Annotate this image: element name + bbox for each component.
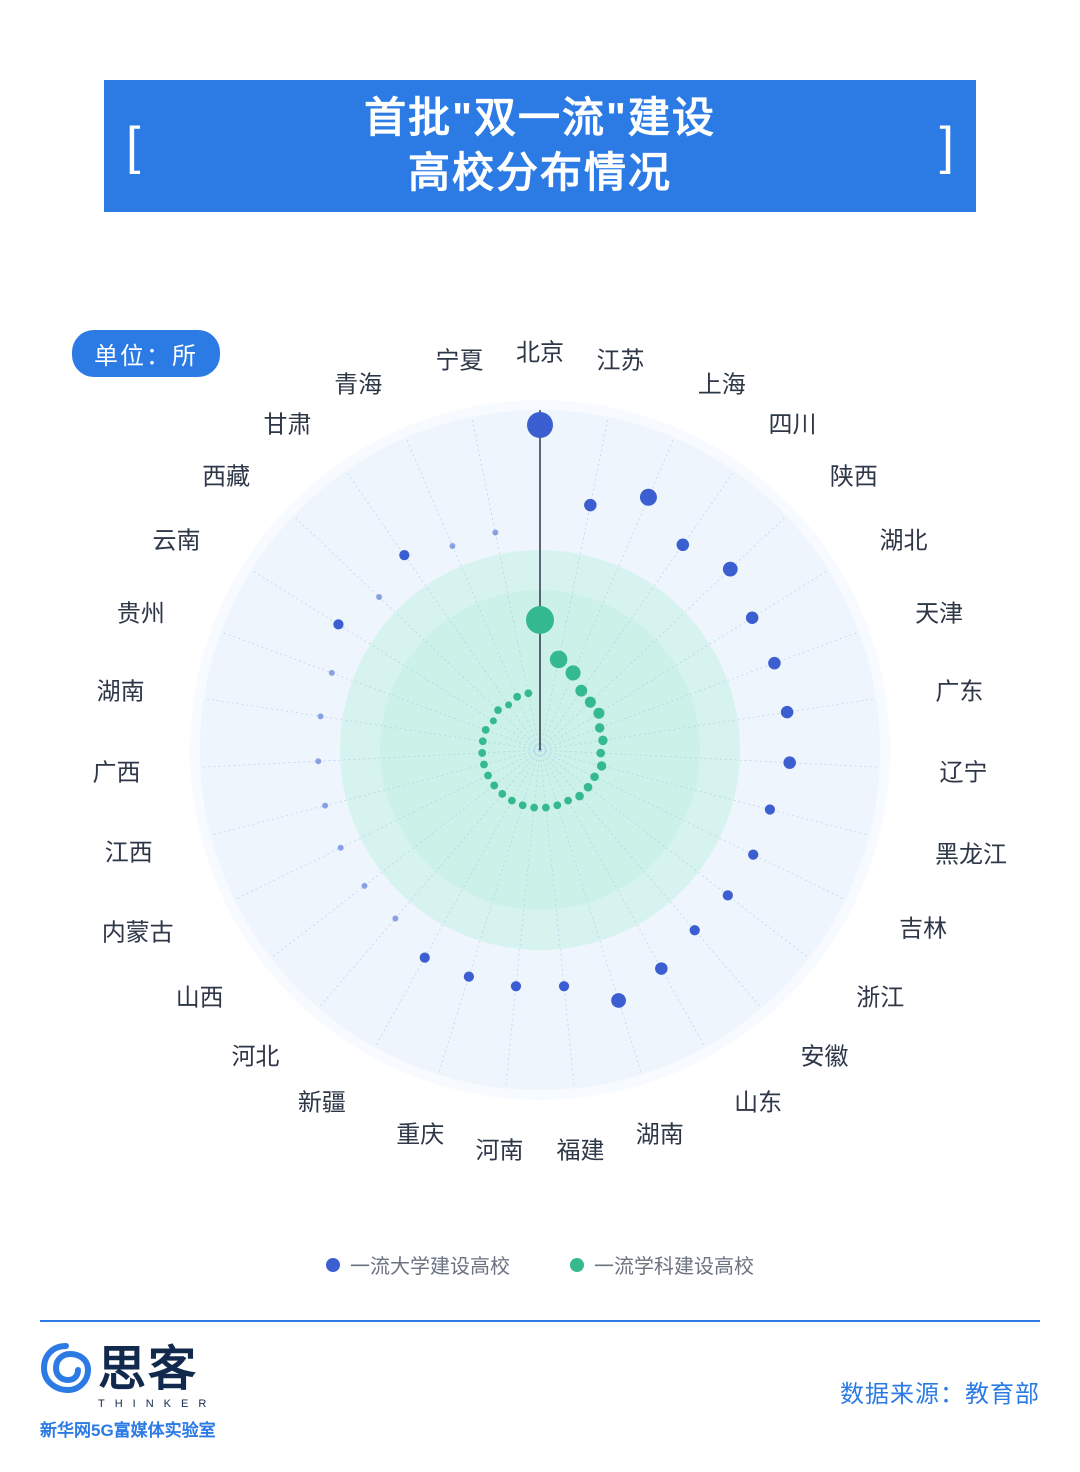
- province-label: 广东: [935, 672, 983, 707]
- province-label: 北京: [516, 333, 564, 368]
- province-label: 安徽: [801, 1036, 849, 1071]
- province-label: 青海: [334, 365, 382, 400]
- title-bar: [ 首批"双一流"建设 高校分布情况 ]: [104, 80, 976, 212]
- province-label: 贵州: [117, 594, 165, 629]
- logo-cn: 思客: [98, 1346, 198, 1394]
- legend: 一流大学建设高校 一流学科建设高校: [0, 1250, 1080, 1279]
- province-label: 黑龙江: [935, 835, 1007, 870]
- province-label: 浙江: [856, 977, 904, 1012]
- province-label: 湖南: [636, 1114, 684, 1149]
- province-label: 江苏: [597, 341, 645, 376]
- legend-dot-icon: [570, 1258, 584, 1272]
- province-label: 上海: [698, 365, 746, 400]
- province-label: 重庆: [396, 1114, 444, 1149]
- province-label: 新疆: [298, 1082, 346, 1117]
- bracket-right-icon: ]: [940, 120, 954, 172]
- province-label: 天津: [915, 594, 963, 629]
- legend-item-blue: 一流大学建设高校: [326, 1250, 510, 1279]
- logo-en: THINKER: [98, 1398, 216, 1410]
- province-label: 山东: [734, 1082, 782, 1117]
- title-line2: 高校分布情况: [408, 149, 672, 196]
- province-label: 辽宁: [939, 753, 987, 788]
- footer-divider: [40, 1320, 1040, 1322]
- title-line1: 首批"双一流"建设: [364, 94, 716, 141]
- province-label: 湖南: [97, 672, 145, 707]
- legend-dot-icon: [326, 1258, 340, 1272]
- province-label: 湖北: [879, 521, 927, 556]
- province-label: 西藏: [202, 457, 250, 492]
- province-label: 广西: [93, 753, 141, 788]
- page-title: 首批"双一流"建设 高校分布情况: [364, 91, 716, 200]
- logo-swirl-icon: [40, 1342, 92, 1394]
- province-label: 江西: [105, 833, 153, 868]
- province-label: 宁夏: [435, 341, 483, 376]
- province-label: 甘肃: [263, 404, 311, 439]
- bracket-left-icon: [: [126, 120, 140, 172]
- province-label: 福建: [556, 1130, 604, 1165]
- province-label: 山西: [176, 977, 224, 1012]
- province-label: 内蒙古: [102, 912, 174, 947]
- footer: 思客 THINKER 新华网5G富媒体实验室 数据来源：教育部: [40, 1336, 1040, 1446]
- legend-item-green: 一流学科建设高校: [570, 1250, 754, 1279]
- polar-chart: [0, 280, 1080, 1220]
- legend-label-blue: 一流大学建设高校: [350, 1250, 510, 1279]
- province-label: 云南: [153, 521, 201, 556]
- province-label: 吉林: [899, 909, 947, 944]
- province-label: 河南: [476, 1130, 524, 1165]
- data-source: 数据来源：教育部: [840, 1374, 1040, 1409]
- legend-label-green: 一流学科建设高校: [594, 1250, 754, 1279]
- province-label: 陕西: [830, 457, 878, 492]
- logo-block: 思客 THINKER 新华网5G富媒体实验室: [40, 1342, 216, 1441]
- logo-sub: 新华网5G富媒体实验室: [40, 1416, 216, 1441]
- province-label: 河北: [231, 1036, 279, 1071]
- province-label: 四川: [769, 404, 817, 439]
